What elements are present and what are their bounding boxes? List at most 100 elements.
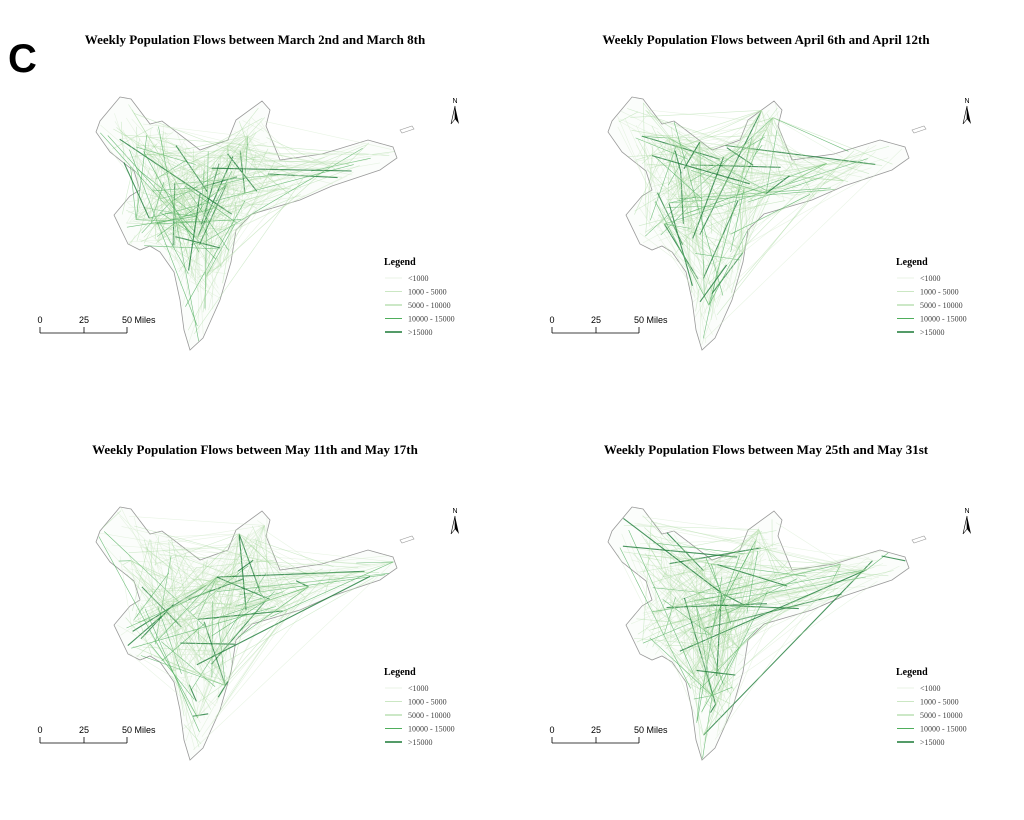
flow-line xyxy=(143,207,179,214)
flow-line xyxy=(267,173,338,179)
flow-line xyxy=(128,164,200,245)
flow-line xyxy=(178,205,227,272)
flow-line xyxy=(153,187,198,192)
flow-line xyxy=(654,600,695,655)
flow-line xyxy=(212,586,309,659)
flow-line xyxy=(238,121,262,181)
flow-line xyxy=(744,133,750,218)
flow-line xyxy=(205,175,274,278)
flow-line xyxy=(645,513,722,594)
flow-line xyxy=(150,574,281,588)
flow-line xyxy=(198,610,283,620)
flow-line xyxy=(256,160,349,163)
flow-line xyxy=(740,569,867,606)
flow-line xyxy=(257,520,265,526)
flow-line xyxy=(166,533,240,538)
flow-line xyxy=(701,647,739,712)
flow-line xyxy=(682,546,700,606)
flow-line xyxy=(157,548,178,645)
flow-line xyxy=(621,111,659,130)
flow-line xyxy=(700,627,758,690)
flow-line xyxy=(693,555,734,675)
flow-line xyxy=(680,634,711,642)
flow-line xyxy=(709,634,719,692)
flow-line xyxy=(664,223,730,280)
flow-line xyxy=(641,534,662,566)
flow-line xyxy=(649,138,704,205)
flow-line xyxy=(126,574,226,686)
flow-line xyxy=(672,655,715,709)
flow-line xyxy=(155,220,173,225)
flow-line xyxy=(703,557,707,582)
flow-line xyxy=(753,144,763,158)
flow-line xyxy=(705,612,729,695)
flow-line xyxy=(732,175,764,240)
flow-line xyxy=(730,194,811,235)
island xyxy=(399,535,415,544)
flow-line xyxy=(149,217,230,229)
flow-line xyxy=(237,559,254,572)
flow-line xyxy=(232,135,249,168)
flow-line xyxy=(756,193,767,200)
region-outline xyxy=(607,96,910,351)
flow-line xyxy=(810,556,869,598)
flow-line xyxy=(694,600,750,608)
flow-line xyxy=(202,155,222,313)
flow-line xyxy=(155,204,212,225)
flow-line xyxy=(684,611,719,657)
flow-line xyxy=(699,576,761,612)
flow-line xyxy=(169,600,266,641)
flow-line xyxy=(696,613,730,673)
flow-line xyxy=(696,570,873,579)
flow-line xyxy=(230,145,263,167)
flow-line xyxy=(655,563,842,644)
flow-line xyxy=(145,146,216,217)
flow-line xyxy=(674,133,723,208)
flow-line xyxy=(867,574,879,578)
flow-line xyxy=(205,202,217,263)
flow-line xyxy=(128,545,255,553)
flow-line xyxy=(180,676,193,679)
flow-line xyxy=(205,224,235,278)
flow-line xyxy=(148,586,308,592)
flow-line xyxy=(131,118,188,182)
flow-line xyxy=(707,193,767,231)
flow-line xyxy=(185,210,194,255)
flow-line xyxy=(154,556,172,645)
flow-line xyxy=(100,124,155,172)
flow-line xyxy=(668,137,769,175)
flow-line xyxy=(631,559,792,604)
flow-line xyxy=(155,219,241,225)
flow-line xyxy=(157,606,182,675)
flow-line xyxy=(712,110,762,182)
flow-line xyxy=(172,574,185,672)
flow-line xyxy=(158,126,199,342)
flow-line xyxy=(162,164,200,176)
flow-line xyxy=(154,578,212,639)
flow-line xyxy=(692,563,842,668)
flow-line xyxy=(245,135,249,174)
flow-line xyxy=(251,163,325,170)
north-label: N xyxy=(452,98,457,105)
flow-line xyxy=(666,568,719,612)
flow-line xyxy=(149,137,182,147)
flow-line xyxy=(742,198,760,253)
flow-line xyxy=(196,216,204,335)
flow-line xyxy=(742,215,754,253)
flow-line xyxy=(694,193,767,318)
flow-line xyxy=(114,113,124,138)
flow-line xyxy=(728,578,798,613)
flow-line xyxy=(758,125,811,162)
flow-line xyxy=(207,599,239,625)
flow-line xyxy=(708,151,876,306)
flow-line xyxy=(193,188,280,226)
flow-line xyxy=(171,194,200,202)
legend-item: 1000 - 5000 xyxy=(920,288,959,297)
flow-line xyxy=(689,669,716,705)
flow-line xyxy=(143,575,336,591)
flow-line xyxy=(135,135,148,220)
flow-line xyxy=(218,669,226,686)
flow-line xyxy=(148,217,189,258)
flow-line xyxy=(730,175,780,181)
flow-line xyxy=(703,560,873,736)
